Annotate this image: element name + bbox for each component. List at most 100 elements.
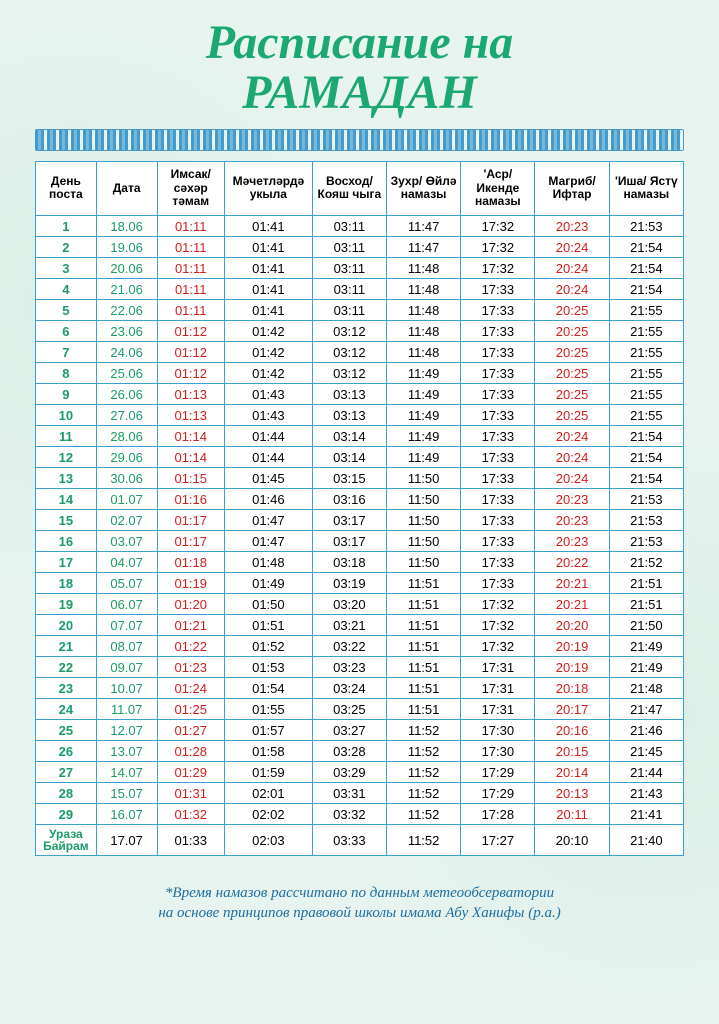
table-cell: 20:23 [535, 531, 609, 552]
table-cell: 11:48 [386, 300, 460, 321]
table-cell: 20:18 [535, 678, 609, 699]
table-cell: 16.07 [96, 804, 157, 825]
table-cell: 17:33 [461, 384, 535, 405]
table-cell: 02:02 [225, 804, 313, 825]
table-cell: 20:13 [535, 783, 609, 804]
table-cell: 03:17 [312, 510, 386, 531]
table-cell: 20:25 [535, 321, 609, 342]
table-cell: 01:32 [157, 804, 225, 825]
table-cell: 20:24 [535, 426, 609, 447]
table-row: 1906.0701:2001:5003:2011:5117:3220:2121:… [36, 594, 684, 615]
table-cell: 26.06 [96, 384, 157, 405]
table-cell: 01:14 [157, 426, 225, 447]
table-cell: 11:51 [386, 615, 460, 636]
table-cell: 14 [36, 489, 97, 510]
table-cell: 11:50 [386, 489, 460, 510]
table-cell: 28.06 [96, 426, 157, 447]
table-row: 1128.0601:1401:4403:1411:4917:3320:2421:… [36, 426, 684, 447]
table-cell: 17:33 [461, 279, 535, 300]
table-cell: 25.06 [96, 363, 157, 384]
table-cell: 03:15 [312, 468, 386, 489]
table-cell: 17:27 [461, 825, 535, 856]
table-cell: 20:19 [535, 636, 609, 657]
table-cell: 20:22 [535, 552, 609, 573]
table-cell: 20:19 [535, 657, 609, 678]
table-cell: 11:51 [386, 678, 460, 699]
table-cell: 02:01 [225, 783, 313, 804]
table-cell: 01:47 [225, 510, 313, 531]
table-cell: 17:30 [461, 741, 535, 762]
table-cell: 20:25 [535, 363, 609, 384]
table-cell: 17:32 [461, 216, 535, 237]
table-cell: 7 [36, 342, 97, 363]
table-cell: 01:48 [225, 552, 313, 573]
table-cell: 01:44 [225, 447, 313, 468]
table-cell: 11:49 [386, 405, 460, 426]
title-line2: РАМАДАН [242, 66, 477, 119]
footnote-line2: на основе принципов правовой школы имама… [158, 905, 560, 921]
table-cell: 21:45 [609, 741, 683, 762]
table-row: 118.0601:1101:4103:1111:4717:3220:2321:5… [36, 216, 684, 237]
table-cell: 11:49 [386, 426, 460, 447]
table-cell: 01:11 [157, 300, 225, 321]
table-cell: 03:24 [312, 678, 386, 699]
table-cell: 01:42 [225, 321, 313, 342]
table-cell: 15 [36, 510, 97, 531]
table-row: 2411.0701:2501:5503:2511:5117:3120:1721:… [36, 699, 684, 720]
table-cell: 08.07 [96, 636, 157, 657]
table-cell: 19 [36, 594, 97, 615]
table-cell: 07.07 [96, 615, 157, 636]
table-cell: 21:55 [609, 321, 683, 342]
table-cell: 01:12 [157, 321, 225, 342]
table-cell: 11:49 [386, 447, 460, 468]
table-cell: 17:28 [461, 804, 535, 825]
table-cell: 17:32 [461, 594, 535, 615]
table-cell: 17:30 [461, 720, 535, 741]
table-cell: 22.06 [96, 300, 157, 321]
table-cell: 11 [36, 426, 97, 447]
table-cell: 21:48 [609, 678, 683, 699]
table-cell: 01:46 [225, 489, 313, 510]
table-cell: 11:51 [386, 573, 460, 594]
table-cell: 1 [36, 216, 97, 237]
table-row: 926.0601:1301:4303:1311:4917:3320:2521:5… [36, 384, 684, 405]
column-header: 'Иша/ Ястү намазы [609, 161, 683, 215]
table-cell: 03:25 [312, 699, 386, 720]
table-cell: 6 [36, 321, 97, 342]
table-cell: 21:46 [609, 720, 683, 741]
table-cell: 03:28 [312, 741, 386, 762]
table-cell: 20:15 [535, 741, 609, 762]
table-cell: 21 [36, 636, 97, 657]
table-cell: 05.07 [96, 573, 157, 594]
table-cell: 12 [36, 447, 97, 468]
table-cell: 20:16 [535, 720, 609, 741]
table-cell: 03:12 [312, 363, 386, 384]
table-cell: 01:41 [225, 279, 313, 300]
table-cell: УразаБайрам [36, 825, 97, 856]
table-cell: 03:14 [312, 447, 386, 468]
table-cell: 23 [36, 678, 97, 699]
table-cell: 18.06 [96, 216, 157, 237]
table-cell: 17:33 [461, 468, 535, 489]
table-cell: 09.07 [96, 657, 157, 678]
table-cell: 01:12 [157, 363, 225, 384]
table-cell: 20:10 [535, 825, 609, 856]
table-row: 1027.0601:1301:4303:1311:4917:3320:2521:… [36, 405, 684, 426]
column-header: Дата [96, 161, 157, 215]
table-cell: 11:51 [386, 636, 460, 657]
table-cell: 29 [36, 804, 97, 825]
table-cell: 11:47 [386, 216, 460, 237]
table-row: 320.0601:1101:4103:1111:4817:3220:2421:5… [36, 258, 684, 279]
table-cell: 20 [36, 615, 97, 636]
table-cell: 28 [36, 783, 97, 804]
table-row: 2815.0701:3102:0103:3111:5217:2920:1321:… [36, 783, 684, 804]
table-cell: 18 [36, 573, 97, 594]
table-cell: 11:51 [386, 594, 460, 615]
table-cell: 2 [36, 237, 97, 258]
table-cell: 03.07 [96, 531, 157, 552]
table-row: 2310.0701:2401:5403:2411:5117:3120:1821:… [36, 678, 684, 699]
table-cell: 03:20 [312, 594, 386, 615]
table-cell: 01:19 [157, 573, 225, 594]
footnote-line1: *Время намазов рассчитано по данным мете… [165, 885, 554, 901]
table-cell: 01:15 [157, 468, 225, 489]
